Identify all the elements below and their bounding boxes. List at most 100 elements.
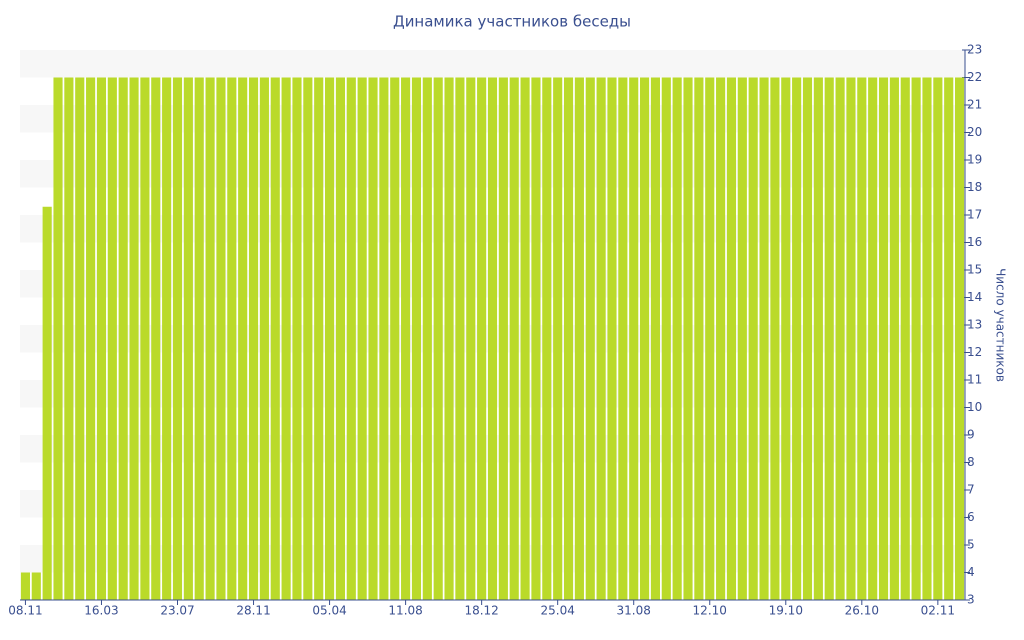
bar (20, 572, 30, 600)
bar (346, 77, 356, 600)
bar (281, 77, 291, 600)
y-tick-label: 17 (967, 208, 982, 222)
y-tick-label: 20 (967, 125, 982, 139)
bar (140, 77, 150, 600)
bar (748, 77, 758, 600)
bar (107, 77, 117, 600)
y-tick-label: 5 (967, 538, 975, 552)
y-tick-label: 8 (967, 455, 975, 469)
bar (878, 77, 889, 600)
bar (227, 77, 237, 600)
bar (466, 77, 476, 600)
bar (433, 77, 443, 600)
bar (325, 77, 335, 600)
grid-stripe (20, 50, 965, 78)
bar (238, 77, 248, 600)
bar (422, 77, 432, 600)
bar (629, 77, 639, 600)
bar (933, 77, 943, 600)
bar (716, 77, 726, 600)
bar (759, 77, 769, 600)
bar (86, 77, 96, 600)
x-tick-label: 25.04 (540, 604, 574, 618)
bar (314, 77, 324, 600)
bar (857, 77, 867, 600)
bar (683, 77, 693, 600)
bar (151, 77, 161, 600)
y-tick-label: 15 (967, 263, 982, 277)
bar (162, 77, 172, 600)
bar (172, 77, 183, 600)
bar (75, 77, 85, 600)
bar (129, 77, 139, 600)
bar (661, 77, 671, 600)
bar (401, 77, 411, 600)
bar (640, 77, 650, 600)
bar (835, 77, 845, 600)
bar (922, 77, 932, 600)
bar (737, 77, 747, 600)
y-tick-label: 6 (967, 510, 975, 524)
bar (802, 77, 813, 600)
x-tick-label: 31.08 (617, 604, 651, 618)
bar (31, 572, 41, 600)
bar (455, 77, 465, 600)
bar (531, 77, 541, 600)
y-tick-label: 10 (967, 400, 982, 414)
x-tick-label: 02.11 (921, 604, 955, 618)
bar (509, 77, 519, 600)
bar (520, 77, 530, 600)
y-tick-label: 12 (967, 345, 982, 359)
bar (53, 77, 63, 600)
x-tick-label: 19.10 (769, 604, 803, 618)
bar (770, 77, 780, 600)
x-tick-label: 18.12 (464, 604, 498, 618)
chart-title: Динамика участников беседы (393, 13, 631, 31)
bar (259, 77, 269, 600)
y-tick-label: 4 (967, 565, 975, 579)
bar (792, 77, 802, 600)
bar (563, 77, 574, 600)
bar (357, 77, 367, 600)
y-tick-label: 23 (967, 43, 982, 57)
x-tick-label: 05.04 (312, 604, 346, 618)
bar (183, 77, 193, 600)
x-tick-label: 28.11 (236, 604, 270, 618)
bar (379, 77, 389, 600)
y-tick-label: 3 (967, 593, 975, 607)
bar (596, 77, 606, 600)
y-tick-label: 11 (967, 373, 982, 387)
y-tick-label: 13 (967, 318, 982, 332)
y-tick-label: 18 (967, 180, 982, 194)
bar (248, 77, 259, 600)
bar (781, 77, 791, 600)
bar (607, 77, 617, 600)
bar (889, 77, 899, 600)
x-tick-label: 12.10 (693, 604, 727, 618)
y-tick-label: 16 (967, 235, 982, 249)
bar (846, 77, 856, 600)
bar (911, 77, 921, 600)
bar (42, 206, 52, 600)
bar (368, 77, 378, 600)
y-tick-label: 7 (967, 483, 975, 497)
bar (813, 77, 823, 600)
bar (118, 77, 128, 600)
bar (694, 77, 704, 600)
bar (205, 77, 215, 600)
x-tick-label: 08.11 (8, 604, 42, 618)
bar (411, 77, 422, 600)
bar (726, 77, 737, 600)
bar (477, 77, 487, 600)
bar (900, 77, 910, 600)
bar (705, 77, 715, 600)
bar (390, 77, 400, 600)
y-axis-title: Число участников (994, 268, 1008, 382)
y-tick-label: 19 (967, 153, 982, 167)
x-tick-label: 16.03 (84, 604, 118, 618)
bar (585, 77, 595, 600)
bar (335, 77, 345, 600)
bar (292, 77, 302, 600)
bar (194, 77, 204, 600)
